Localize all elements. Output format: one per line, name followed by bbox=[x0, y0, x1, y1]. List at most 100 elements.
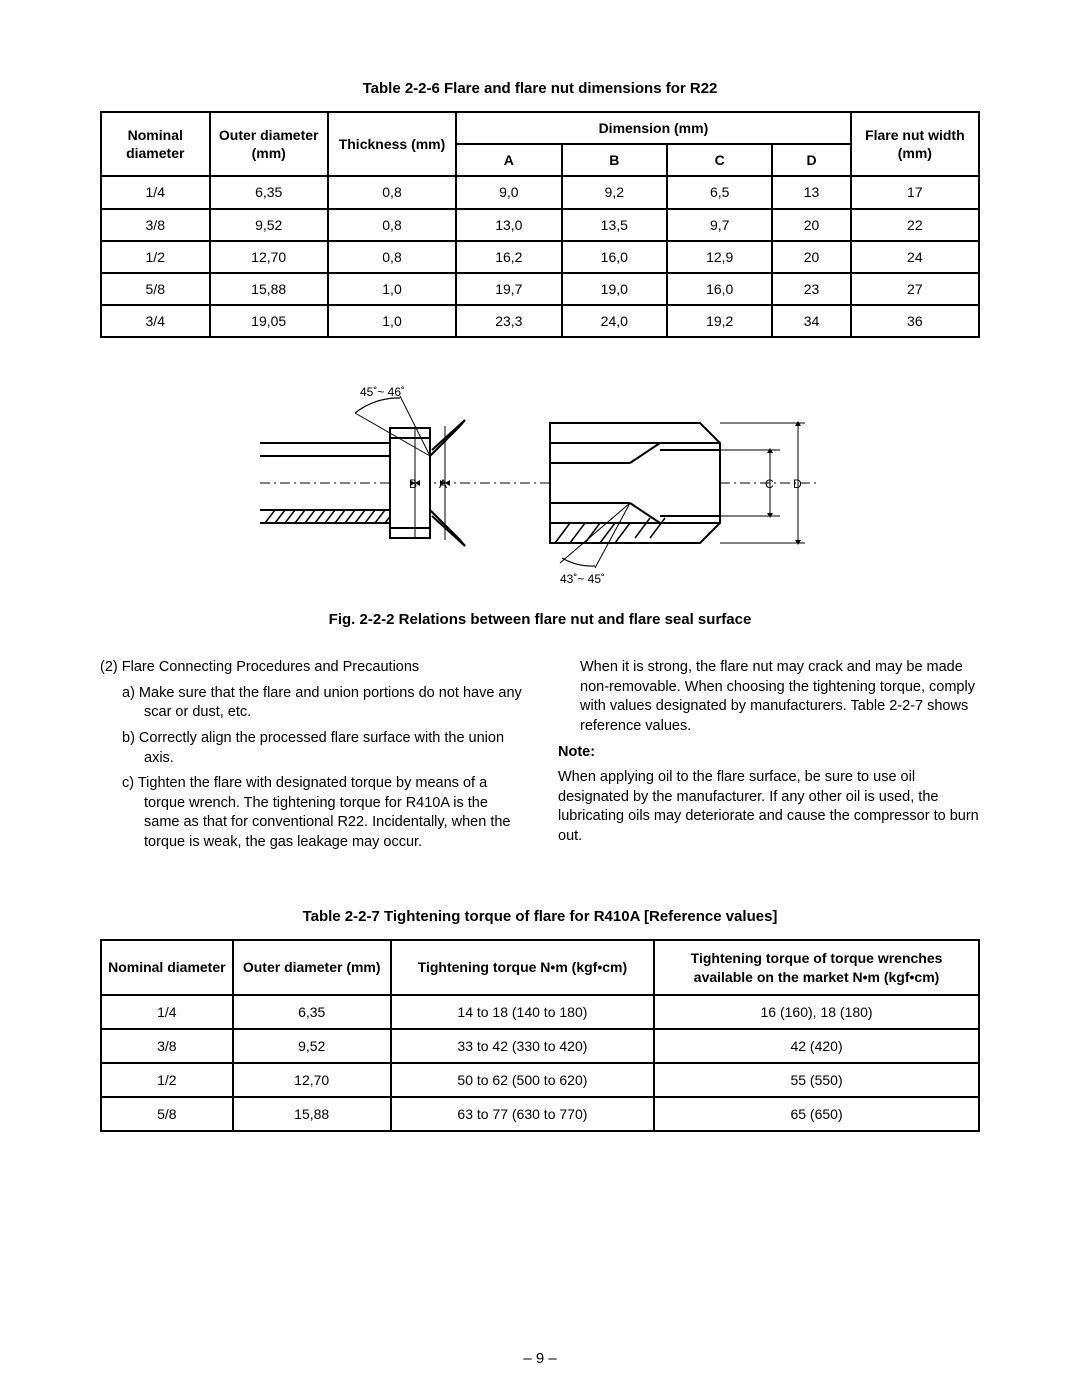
table-cell: 1,0 bbox=[328, 273, 456, 305]
table-cell: 6,35 bbox=[233, 995, 391, 1029]
table-cell: 19,2 bbox=[667, 305, 772, 337]
table-cell: 24,0 bbox=[562, 305, 667, 337]
table-cell: 1/4 bbox=[101, 176, 210, 208]
table-cell: 5/8 bbox=[101, 1097, 233, 1131]
table-cell: 23 bbox=[772, 273, 850, 305]
angle-bottom-label: 43˚~ 45˚ bbox=[560, 572, 605, 586]
table2: Nominal diameter Outer diameter (mm) Tig… bbox=[100, 939, 980, 1131]
table-row: 3/89,520,813,013,59,72022 bbox=[101, 209, 979, 241]
table-cell: 9,2 bbox=[562, 176, 667, 208]
th-nominal: Nominal diameter bbox=[101, 112, 210, 176]
note-label: Note: bbox=[558, 743, 980, 763]
angle-top-label: 45˚~ 46˚ bbox=[360, 385, 405, 399]
th2-tight: Tightening torque N•m (kgf•cm) bbox=[391, 940, 654, 994]
table-row: 1/46,3514 to 18 (140 to 180)16 (160), 18… bbox=[101, 995, 979, 1029]
table-cell: 22 bbox=[851, 209, 979, 241]
table-cell: 5/8 bbox=[101, 273, 210, 305]
table-cell: 12,9 bbox=[667, 241, 772, 273]
table-row: 1/46,350,89,09,26,51317 bbox=[101, 176, 979, 208]
flare-svg: 45˚~ 46˚ B A bbox=[260, 368, 820, 598]
label-c: C bbox=[765, 477, 774, 491]
th-a: A bbox=[456, 144, 561, 176]
left-column: (2) Flare Connecting Procedures and Prec… bbox=[100, 658, 522, 858]
table-row: 3/419,051,023,324,019,23436 bbox=[101, 305, 979, 337]
table-row: 3/89,5233 to 42 (330 to 420)42 (420) bbox=[101, 1029, 979, 1063]
table2-title: Table 2-2-7 Tightening torque of flare f… bbox=[100, 908, 980, 925]
table-cell: 6,5 bbox=[667, 176, 772, 208]
table-cell: 27 bbox=[851, 273, 979, 305]
th2-wrench: Tightening torque of torque wrenches ava… bbox=[654, 940, 979, 994]
table-cell: 19,05 bbox=[210, 305, 328, 337]
table-cell: 1,0 bbox=[328, 305, 456, 337]
table1-title: Table 2-2-6 Flare and flare nut dimensio… bbox=[100, 80, 980, 97]
table-cell: 9,52 bbox=[233, 1029, 391, 1063]
item-a: a) Make sure that the flare and union po… bbox=[100, 684, 522, 723]
table-cell: 33 to 42 (330 to 420) bbox=[391, 1029, 654, 1063]
table-cell: 13 bbox=[772, 176, 850, 208]
table-cell: 34 bbox=[772, 305, 850, 337]
table-cell: 36 bbox=[851, 305, 979, 337]
figure-caption: Fig. 2-2-2 Relations between flare nut a… bbox=[100, 611, 980, 628]
table-cell: 3/8 bbox=[101, 209, 210, 241]
table-cell: 1/2 bbox=[101, 1063, 233, 1097]
table-row: 5/815,8863 to 77 (630 to 770)65 (650) bbox=[101, 1097, 979, 1131]
label-d: D bbox=[793, 477, 802, 491]
table-cell: 12,70 bbox=[210, 241, 328, 273]
table-cell: 16,0 bbox=[667, 273, 772, 305]
th-d: D bbox=[772, 144, 850, 176]
table-cell: 20 bbox=[772, 209, 850, 241]
table-cell: 0,8 bbox=[328, 241, 456, 273]
table-cell: 65 (650) bbox=[654, 1097, 979, 1131]
item-c-cont: When it is strong, the flare nut may cra… bbox=[558, 658, 980, 736]
flare-diagram: 45˚~ 46˚ B A bbox=[100, 368, 980, 603]
table-cell: 14 to 18 (140 to 180) bbox=[391, 995, 654, 1029]
table-cell: 16 (160), 18 (180) bbox=[654, 995, 979, 1029]
page: Table 2-2-6 Flare and flare nut dimensio… bbox=[0, 0, 1080, 1397]
th-c: C bbox=[667, 144, 772, 176]
table-cell: 3/4 bbox=[101, 305, 210, 337]
th2-outer: Outer diameter (mm) bbox=[233, 940, 391, 994]
th-thickness: Thickness (mm) bbox=[328, 112, 456, 176]
table-cell: 42 (420) bbox=[654, 1029, 979, 1063]
table-cell: 23,3 bbox=[456, 305, 561, 337]
table-cell: 20 bbox=[772, 241, 850, 273]
table-cell: 55 (550) bbox=[654, 1063, 979, 1097]
th-dimension: Dimension (mm) bbox=[456, 112, 851, 144]
table-cell: 16,2 bbox=[456, 241, 561, 273]
table-cell: 24 bbox=[851, 241, 979, 273]
table-cell: 19,0 bbox=[562, 273, 667, 305]
table-cell: 15,88 bbox=[233, 1097, 391, 1131]
th-outer: Outer diameter (mm) bbox=[210, 112, 328, 176]
table-row: 1/212,7050 to 62 (500 to 620)55 (550) bbox=[101, 1063, 979, 1097]
table-cell: 3/8 bbox=[101, 1029, 233, 1063]
table-cell: 63 to 77 (630 to 770) bbox=[391, 1097, 654, 1131]
table-cell: 9,7 bbox=[667, 209, 772, 241]
table-row: 5/815,881,019,719,016,02327 bbox=[101, 273, 979, 305]
th-b: B bbox=[562, 144, 667, 176]
page-number: – 9 – bbox=[0, 1350, 1080, 1367]
table-cell: 0,8 bbox=[328, 176, 456, 208]
table-cell: 1/2 bbox=[101, 241, 210, 273]
table-cell: 0,8 bbox=[328, 209, 456, 241]
note-body: When applying oil to the flare surface, … bbox=[558, 768, 980, 846]
table1: Nominal diameter Outer diameter (mm) Thi… bbox=[100, 111, 980, 338]
table-cell: 12,70 bbox=[233, 1063, 391, 1097]
th2-nominal: Nominal diameter bbox=[101, 940, 233, 994]
table-cell: 9,52 bbox=[210, 209, 328, 241]
table-cell: 13,0 bbox=[456, 209, 561, 241]
table-row: 1/212,700,816,216,012,92024 bbox=[101, 241, 979, 273]
right-column: When it is strong, the flare nut may cra… bbox=[558, 658, 980, 858]
table-cell: 9,0 bbox=[456, 176, 561, 208]
table-cell: 19,7 bbox=[456, 273, 561, 305]
table-cell: 16,0 bbox=[562, 241, 667, 273]
table-cell: 15,88 bbox=[210, 273, 328, 305]
th-flarenut: Flare nut width (mm) bbox=[851, 112, 979, 176]
item-c: c) Tighten the flare with designated tor… bbox=[100, 774, 522, 852]
table-cell: 13,5 bbox=[562, 209, 667, 241]
heading-2: (2) Flare Connecting Procedures and Prec… bbox=[100, 658, 522, 678]
item-b: b) Correctly align the processed flare s… bbox=[100, 729, 522, 768]
table-cell: 50 to 62 (500 to 620) bbox=[391, 1063, 654, 1097]
table-cell: 6,35 bbox=[210, 176, 328, 208]
table-cell: 17 bbox=[851, 176, 979, 208]
body-columns: (2) Flare Connecting Procedures and Prec… bbox=[100, 658, 980, 858]
